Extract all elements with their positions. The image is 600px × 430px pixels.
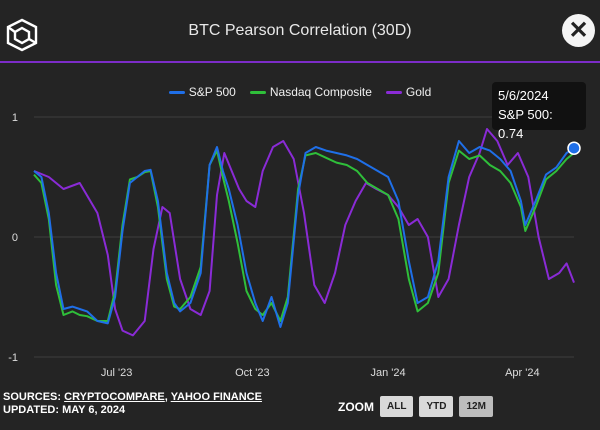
x-tick-label-3: Apr '24 — [505, 367, 540, 379]
series-line-gold — [33, 128, 575, 337]
x-tick-label-1: Oct '23 — [235, 367, 270, 379]
series-line-sp500 — [33, 140, 575, 328]
legend-swatch-gold — [385, 90, 402, 94]
footer-sources: SOURCES: CRYPTOCOMPARE, YAHOO FINANCE UP… — [3, 391, 262, 417]
legend-item-sp500[interactable]: S&P 500 — [168, 85, 236, 99]
zoom-ytd-button[interactable]: YTD — [419, 396, 454, 417]
zoom-all-button[interactable]: ALL — [380, 396, 414, 417]
x-tick-label-0: Jul '23 — [101, 367, 132, 379]
source-link-yahoo-finance[interactable]: YAHOO FINANCE — [170, 391, 262, 403]
updated-date: UPDATED: MAY 6, 2024 — [3, 404, 126, 416]
zoom-12m-button[interactable]: 12M — [459, 396, 493, 417]
source-link-cryptocompare[interactable]: CRYPTOCOMPARE — [64, 391, 165, 403]
y-tick-label-1: 0 — [12, 232, 18, 244]
logo-icon — [6, 18, 38, 52]
legend-item-nasdaq[interactable]: Nasdaq Composite — [249, 85, 372, 99]
sources-separator: , — [164, 391, 171, 403]
legend-label-sp500: S&P 500 — [188, 85, 236, 99]
chart-legend: S&P 500 Nasdaq Composite Gold — [0, 85, 600, 99]
y-tick-label-0: 1 — [12, 112, 18, 124]
chart-title: BTC Pearson Correlation (30D) — [188, 22, 412, 39]
close-button[interactable]: ✕ — [562, 14, 595, 47]
chart-tooltip: 5/6/2024 S&P 500: 0.74 — [492, 82, 586, 141]
legend-label-gold: Gold — [405, 85, 432, 99]
tooltip-point-marker — [567, 141, 581, 155]
title-divider — [0, 61, 600, 63]
sources-prefix: SOURCES: — [3, 391, 65, 403]
close-icon: ✕ — [568, 17, 589, 44]
tooltip-date: 5/6/2024 — [498, 88, 549, 103]
legend-swatch-sp500 — [168, 90, 185, 94]
tooltip-value: S&P 500: 0.74 — [498, 107, 553, 141]
x-tick-label-2: Jan '24 — [371, 367, 406, 379]
legend-label-nasdaq: Nasdaq Composite — [269, 85, 372, 99]
y-tick-label-2: -1 — [8, 352, 18, 364]
zoom-controls: ZOOM ALL YTD 12M — [338, 396, 493, 417]
legend-swatch-nasdaq — [249, 90, 266, 94]
legend-item-gold[interactable]: Gold — [385, 85, 432, 99]
zoom-label: ZOOM — [338, 399, 374, 414]
